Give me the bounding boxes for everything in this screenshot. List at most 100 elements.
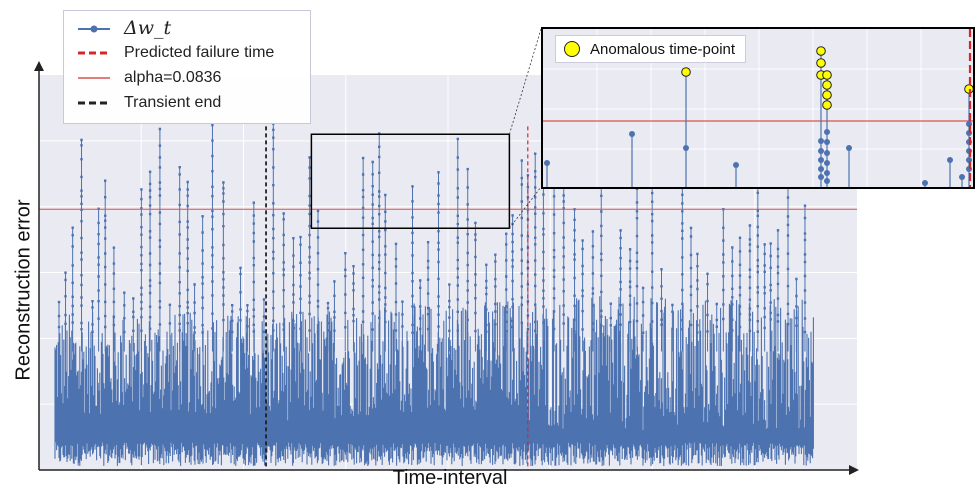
legend-alpha-label: alpha=0.0836 bbox=[124, 69, 222, 86]
spike-markers bbox=[178, 166, 181, 332]
spike-markers bbox=[352, 265, 355, 323]
anomaly-point bbox=[964, 84, 973, 94]
spike-markers bbox=[591, 230, 595, 331]
legend: Δw_t Predicted failure time alpha=0.0836… bbox=[63, 10, 311, 124]
inset-point bbox=[629, 131, 635, 137]
spike-markers bbox=[526, 174, 530, 331]
legend-series-symbol bbox=[78, 25, 110, 33]
spike-markers bbox=[401, 300, 404, 328]
anomaly-point bbox=[822, 70, 832, 80]
spike-markers bbox=[394, 242, 398, 332]
inset-point bbox=[922, 180, 928, 186]
spike-markers bbox=[689, 226, 693, 327]
spike-markers bbox=[222, 181, 225, 322]
spike-markers bbox=[803, 204, 807, 334]
spike-markers bbox=[635, 132, 639, 323]
series-dw bbox=[54, 122, 814, 466]
spike-markers bbox=[628, 248, 632, 324]
zoom-connector-line bbox=[509, 186, 542, 229]
spike-markers bbox=[731, 246, 734, 332]
zoom-inset: Anomalous time-point bbox=[541, 27, 975, 189]
anomaly-point bbox=[822, 100, 832, 110]
spike-markers bbox=[140, 188, 143, 332]
legend-failure-label: Predicted failure time bbox=[124, 44, 275, 61]
zoom-region-box bbox=[310, 133, 511, 229]
spike-markers bbox=[738, 236, 742, 329]
spike-markers bbox=[384, 193, 387, 324]
anomaly-point bbox=[816, 58, 826, 68]
spike-markers bbox=[168, 303, 172, 325]
spike-markers bbox=[239, 266, 242, 322]
spike-markers bbox=[494, 253, 497, 326]
spike-markers bbox=[581, 239, 584, 331]
spike-markers bbox=[252, 201, 255, 333]
spike-markers bbox=[371, 160, 374, 331]
spike-markers bbox=[97, 207, 100, 320]
spike-markers bbox=[231, 304, 234, 334]
spike-markers bbox=[456, 137, 459, 332]
legend-transient-label: Transient end bbox=[124, 94, 222, 111]
inset-point bbox=[818, 148, 824, 154]
inset-legend: Anomalous time-point bbox=[555, 35, 747, 63]
inset-point bbox=[818, 138, 824, 144]
x-axis-label: Time-interval bbox=[392, 467, 508, 489]
y-axis-arrow-icon bbox=[34, 61, 44, 71]
spike-markers bbox=[511, 214, 514, 329]
inset-legend-label: Anomalous time-point bbox=[590, 40, 736, 58]
inset-plot bbox=[543, 29, 973, 187]
spike-markers bbox=[91, 300, 94, 333]
legend-item-transient: Transient end bbox=[64, 91, 310, 115]
spike-markers bbox=[706, 272, 709, 333]
spike-markers bbox=[419, 279, 422, 331]
spike-markers bbox=[776, 229, 780, 323]
spike-markers bbox=[158, 127, 162, 326]
spike-markers bbox=[573, 208, 576, 333]
spike-markers bbox=[361, 156, 365, 323]
inset-point bbox=[818, 157, 824, 163]
spike-markers bbox=[186, 180, 189, 325]
spike-markers bbox=[769, 242, 772, 321]
inset-point bbox=[824, 139, 830, 145]
spike-markers bbox=[651, 134, 654, 323]
inset-point bbox=[824, 129, 830, 135]
spike-markers bbox=[763, 243, 766, 330]
spike-markers bbox=[552, 162, 556, 331]
inset-point bbox=[824, 178, 830, 184]
spike-markers bbox=[600, 171, 603, 328]
legend-alpha-symbol bbox=[78, 77, 110, 79]
spike-markers bbox=[292, 237, 295, 330]
inset-point bbox=[824, 170, 830, 176]
spike-markers bbox=[64, 271, 67, 325]
legend-item-series: Δw_t bbox=[64, 17, 310, 41]
legend-transient-symbol bbox=[78, 101, 110, 105]
spike-markers bbox=[299, 235, 302, 330]
inset-point bbox=[818, 166, 824, 172]
spike-markers bbox=[795, 277, 798, 327]
spike-markers bbox=[308, 156, 311, 332]
spike-markers bbox=[619, 229, 622, 326]
spike-markers bbox=[448, 283, 451, 332]
spike-markers bbox=[534, 152, 537, 332]
spike-markers bbox=[466, 167, 469, 322]
spike-markers bbox=[378, 132, 381, 320]
spike-markers bbox=[246, 304, 249, 328]
anomaly-point bbox=[822, 80, 832, 90]
spike-markers bbox=[262, 298, 266, 333]
spike-markers bbox=[748, 224, 752, 332]
anomaly-marker-icon bbox=[564, 41, 580, 57]
inset-point bbox=[824, 150, 830, 156]
inset-point bbox=[947, 157, 953, 163]
spike-markers bbox=[437, 171, 440, 328]
spike-markers bbox=[282, 212, 285, 331]
legend-item-alpha: alpha=0.0836 bbox=[64, 66, 310, 90]
legend-failure-symbol bbox=[78, 51, 110, 55]
spike-markers bbox=[326, 301, 330, 332]
legend-series-label: Δw_t bbox=[124, 17, 172, 39]
anomaly-point bbox=[822, 90, 832, 100]
spike-markers bbox=[104, 179, 107, 329]
spike-markers bbox=[505, 232, 508, 333]
anomaly-point bbox=[681, 67, 691, 77]
spike-markers bbox=[520, 159, 523, 324]
spike-markers bbox=[344, 252, 347, 329]
inset-point bbox=[683, 145, 689, 151]
